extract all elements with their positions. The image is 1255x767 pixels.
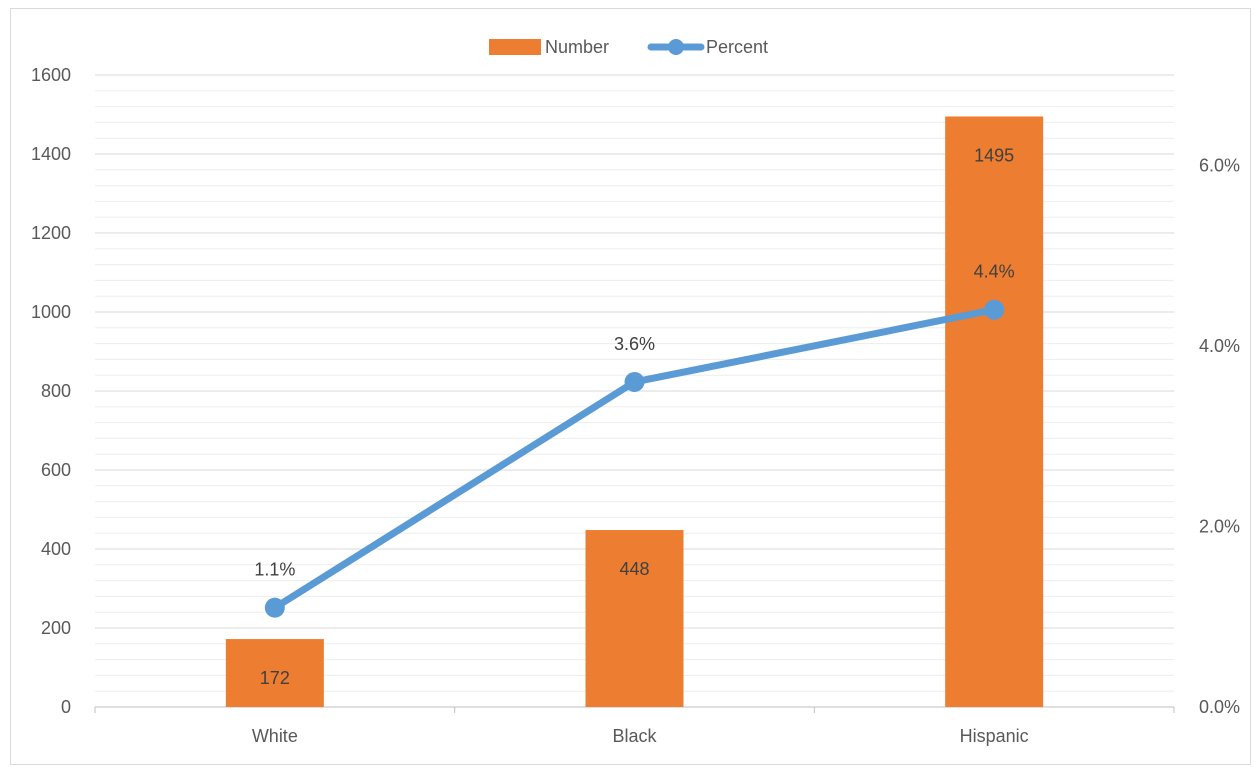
percent-point-white [264,597,285,618]
y-left-tick-label: 400 [41,539,71,559]
y-left-tick-label: 1000 [31,302,71,322]
y-left-tick-label: 800 [41,381,71,401]
legend-number-swatch [489,39,541,55]
bar-hispanic [945,116,1044,708]
chart-frame: 0 200 400 600 800 1000 1200 1400 1600 0.0% 2.0% 4.0… [10,8,1251,765]
y-left-tick-label: 1400 [31,144,71,164]
legend-percent-label: Percent [706,37,768,57]
bar-value-label: 1495 [974,145,1014,165]
bar-value-label: 448 [619,559,649,579]
combo-chart: 0 200 400 600 800 1000 1200 1400 1600 0.0% 2.0% 4.0… [31,37,1240,746]
bar-black [585,530,684,707]
x-tick-label: Black [612,726,657,746]
percent-value-label: 4.4% [974,262,1015,282]
percent-value-label: 1.1% [254,560,295,580]
y-right-tick-label: 2.0% [1199,516,1240,536]
y-right-tick-label: 0.0% [1199,697,1240,717]
data-labels: 172 448 1495 1.1% 3.6% 4.4% [254,145,1014,688]
y-left-tick-label: 1600 [31,65,71,85]
legend-percent-marker [668,39,684,55]
y-right-tick-label: 6.0% [1199,155,1240,175]
percent-value-label: 3.6% [614,334,655,354]
bar-value-label: 172 [260,668,290,688]
percent-line [264,299,1005,618]
x-tick-label: White [252,726,298,746]
percent-point-hispanic [984,299,1005,320]
y-right-tick-label: 4.0% [1199,336,1240,356]
legend: Number Percent [489,37,768,57]
percent-point-black [624,371,645,392]
y-left-tick-label: 600 [41,460,71,480]
y-left-tick-label: 0 [61,697,71,717]
y-left-tick-label: 1200 [31,223,71,243]
bar-white [225,639,324,707]
number-bars [225,116,1044,708]
y-left-tick-label: 200 [41,618,71,638]
legend-number-label: Number [545,37,609,57]
x-tick-label: Hispanic [960,726,1029,746]
